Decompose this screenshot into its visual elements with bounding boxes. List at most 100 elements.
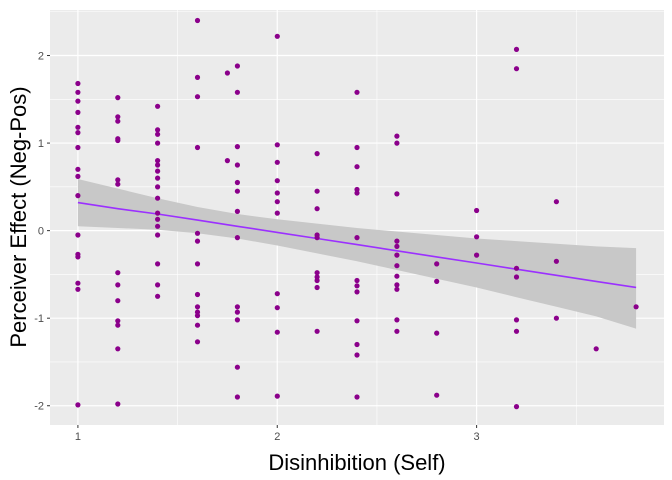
data-point xyxy=(314,188,320,194)
data-point xyxy=(234,394,240,400)
data-point xyxy=(234,364,240,370)
data-point xyxy=(234,63,240,69)
data-point xyxy=(75,402,81,408)
data-point xyxy=(234,317,240,323)
data-point xyxy=(75,254,81,260)
y-tick-label: 2 xyxy=(38,51,44,63)
data-point xyxy=(234,188,240,194)
data-point xyxy=(75,130,81,136)
y-axis-title: Perceiver Effect (Neg-Pos) xyxy=(6,86,31,347)
data-point xyxy=(115,346,121,352)
data-point xyxy=(394,252,400,258)
data-point xyxy=(155,261,161,267)
data-point xyxy=(234,179,240,186)
data-point xyxy=(155,282,161,288)
data-point xyxy=(194,17,201,24)
minor-gridlines xyxy=(50,10,664,425)
data-point xyxy=(513,66,520,72)
data-point xyxy=(553,199,560,205)
data-point xyxy=(274,210,280,216)
data-points xyxy=(75,17,639,410)
y-tick-label: 0 xyxy=(38,226,44,238)
data-point xyxy=(155,162,161,168)
data-point xyxy=(274,199,280,205)
data-point xyxy=(394,133,400,139)
data-point xyxy=(513,328,520,334)
data-point xyxy=(234,235,240,241)
data-point xyxy=(354,352,360,358)
data-point xyxy=(155,131,161,137)
data-point xyxy=(434,261,440,267)
data-point xyxy=(75,89,81,95)
data-point xyxy=(234,144,240,150)
y-tick-label: -2 xyxy=(34,401,44,413)
data-point xyxy=(394,317,400,323)
data-point xyxy=(75,173,81,179)
data-point xyxy=(314,270,320,276)
data-point xyxy=(115,322,121,328)
data-point xyxy=(75,144,81,151)
data-point xyxy=(75,109,81,115)
data-point xyxy=(194,261,201,267)
data-point xyxy=(75,193,81,199)
data-point xyxy=(274,190,280,196)
data-point xyxy=(394,243,400,249)
data-point xyxy=(633,304,639,310)
data-point xyxy=(194,339,201,345)
data-point xyxy=(354,289,360,295)
data-point xyxy=(115,298,121,304)
x-tick-label: 3 xyxy=(474,431,480,443)
data-point xyxy=(474,252,480,258)
data-point xyxy=(115,282,121,288)
data-point xyxy=(115,401,121,407)
data-point xyxy=(354,164,360,170)
data-point xyxy=(354,394,360,400)
data-point xyxy=(314,151,320,157)
data-point xyxy=(513,317,520,323)
data-point xyxy=(194,304,201,310)
data-point xyxy=(155,210,161,216)
data-point xyxy=(155,184,161,190)
y-tick-label: -1 xyxy=(34,313,44,325)
data-point xyxy=(354,89,360,95)
data-point xyxy=(234,89,240,95)
data-point xyxy=(155,168,161,174)
data-point xyxy=(155,223,161,229)
data-point xyxy=(194,238,201,244)
data-point xyxy=(75,286,81,292)
data-point xyxy=(354,190,360,196)
data-point xyxy=(314,277,320,284)
data-point xyxy=(75,280,81,286)
data-point xyxy=(155,175,161,181)
data-point xyxy=(394,328,400,334)
data-point xyxy=(155,140,161,146)
data-point xyxy=(394,140,400,146)
data-point xyxy=(224,158,230,164)
x-axis: 1 2 3 xyxy=(75,425,480,443)
x-axis-title: Disinhibition (Self) xyxy=(268,450,445,475)
data-point xyxy=(434,392,440,398)
x-tick-label: 1 xyxy=(75,431,81,443)
data-point xyxy=(75,124,81,130)
data-point xyxy=(115,181,121,187)
x-tick-label: 2 xyxy=(274,431,280,443)
data-point xyxy=(75,80,81,87)
data-point xyxy=(75,232,81,238)
data-point xyxy=(274,33,280,39)
data-point xyxy=(155,293,161,299)
data-point xyxy=(394,273,400,279)
data-point xyxy=(354,277,360,284)
data-point xyxy=(354,144,360,151)
trend-line xyxy=(77,201,637,289)
data-point xyxy=(115,95,121,101)
data-point xyxy=(354,283,360,289)
data-point xyxy=(434,278,440,284)
data-point xyxy=(194,144,201,151)
data-point xyxy=(155,216,161,222)
data-point xyxy=(513,404,520,410)
data-point xyxy=(234,309,240,315)
data-point xyxy=(155,158,161,164)
data-point xyxy=(115,270,121,276)
data-point xyxy=(224,70,230,76)
data-point xyxy=(194,230,201,236)
